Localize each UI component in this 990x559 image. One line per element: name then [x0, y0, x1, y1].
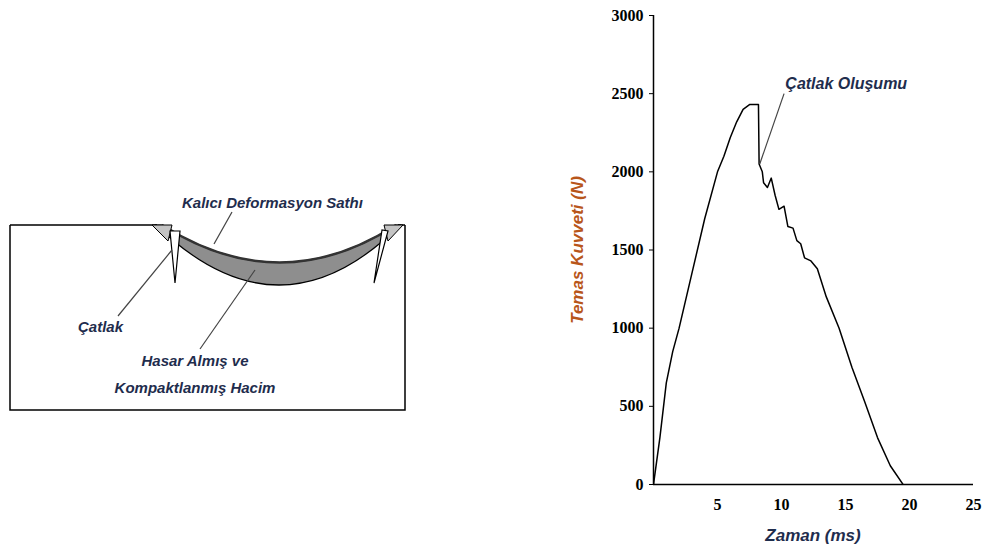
svg-text:Kompaktlanmış Hacim: Kompaktlanmış Hacim — [115, 379, 276, 396]
svg-text:15: 15 — [838, 496, 854, 513]
svg-text:500: 500 — [620, 397, 644, 414]
svg-text:25: 25 — [966, 496, 982, 513]
svg-text:10: 10 — [774, 496, 790, 513]
html-text:Temas Kuvveti (N): Temas Kuvveti (N) — [568, 176, 587, 324]
svg-text:3000: 3000 — [612, 7, 644, 24]
svg-text:0: 0 — [636, 476, 644, 493]
svg-text:5: 5 — [714, 496, 722, 513]
svg-text:2500: 2500 — [612, 85, 644, 102]
svg-text:Çatlak Oluşumu: Çatlak Oluşumu — [785, 75, 907, 92]
html-text:Zaman (ms): Zaman (ms) — [765, 526, 861, 545]
svg-text:1000: 1000 — [612, 319, 644, 336]
svg-text:2000: 2000 — [612, 163, 644, 180]
svg-text:1500: 1500 — [612, 241, 644, 258]
svg-text:Hasar Almış ve: Hasar Almış ve — [141, 352, 248, 369]
svg-text:Kalıcı Deformasyon Sathı: Kalıcı Deformasyon Sathı — [182, 194, 363, 211]
svg-text:20: 20 — [902, 496, 918, 513]
svg-text:Çatlak: Çatlak — [78, 318, 124, 335]
